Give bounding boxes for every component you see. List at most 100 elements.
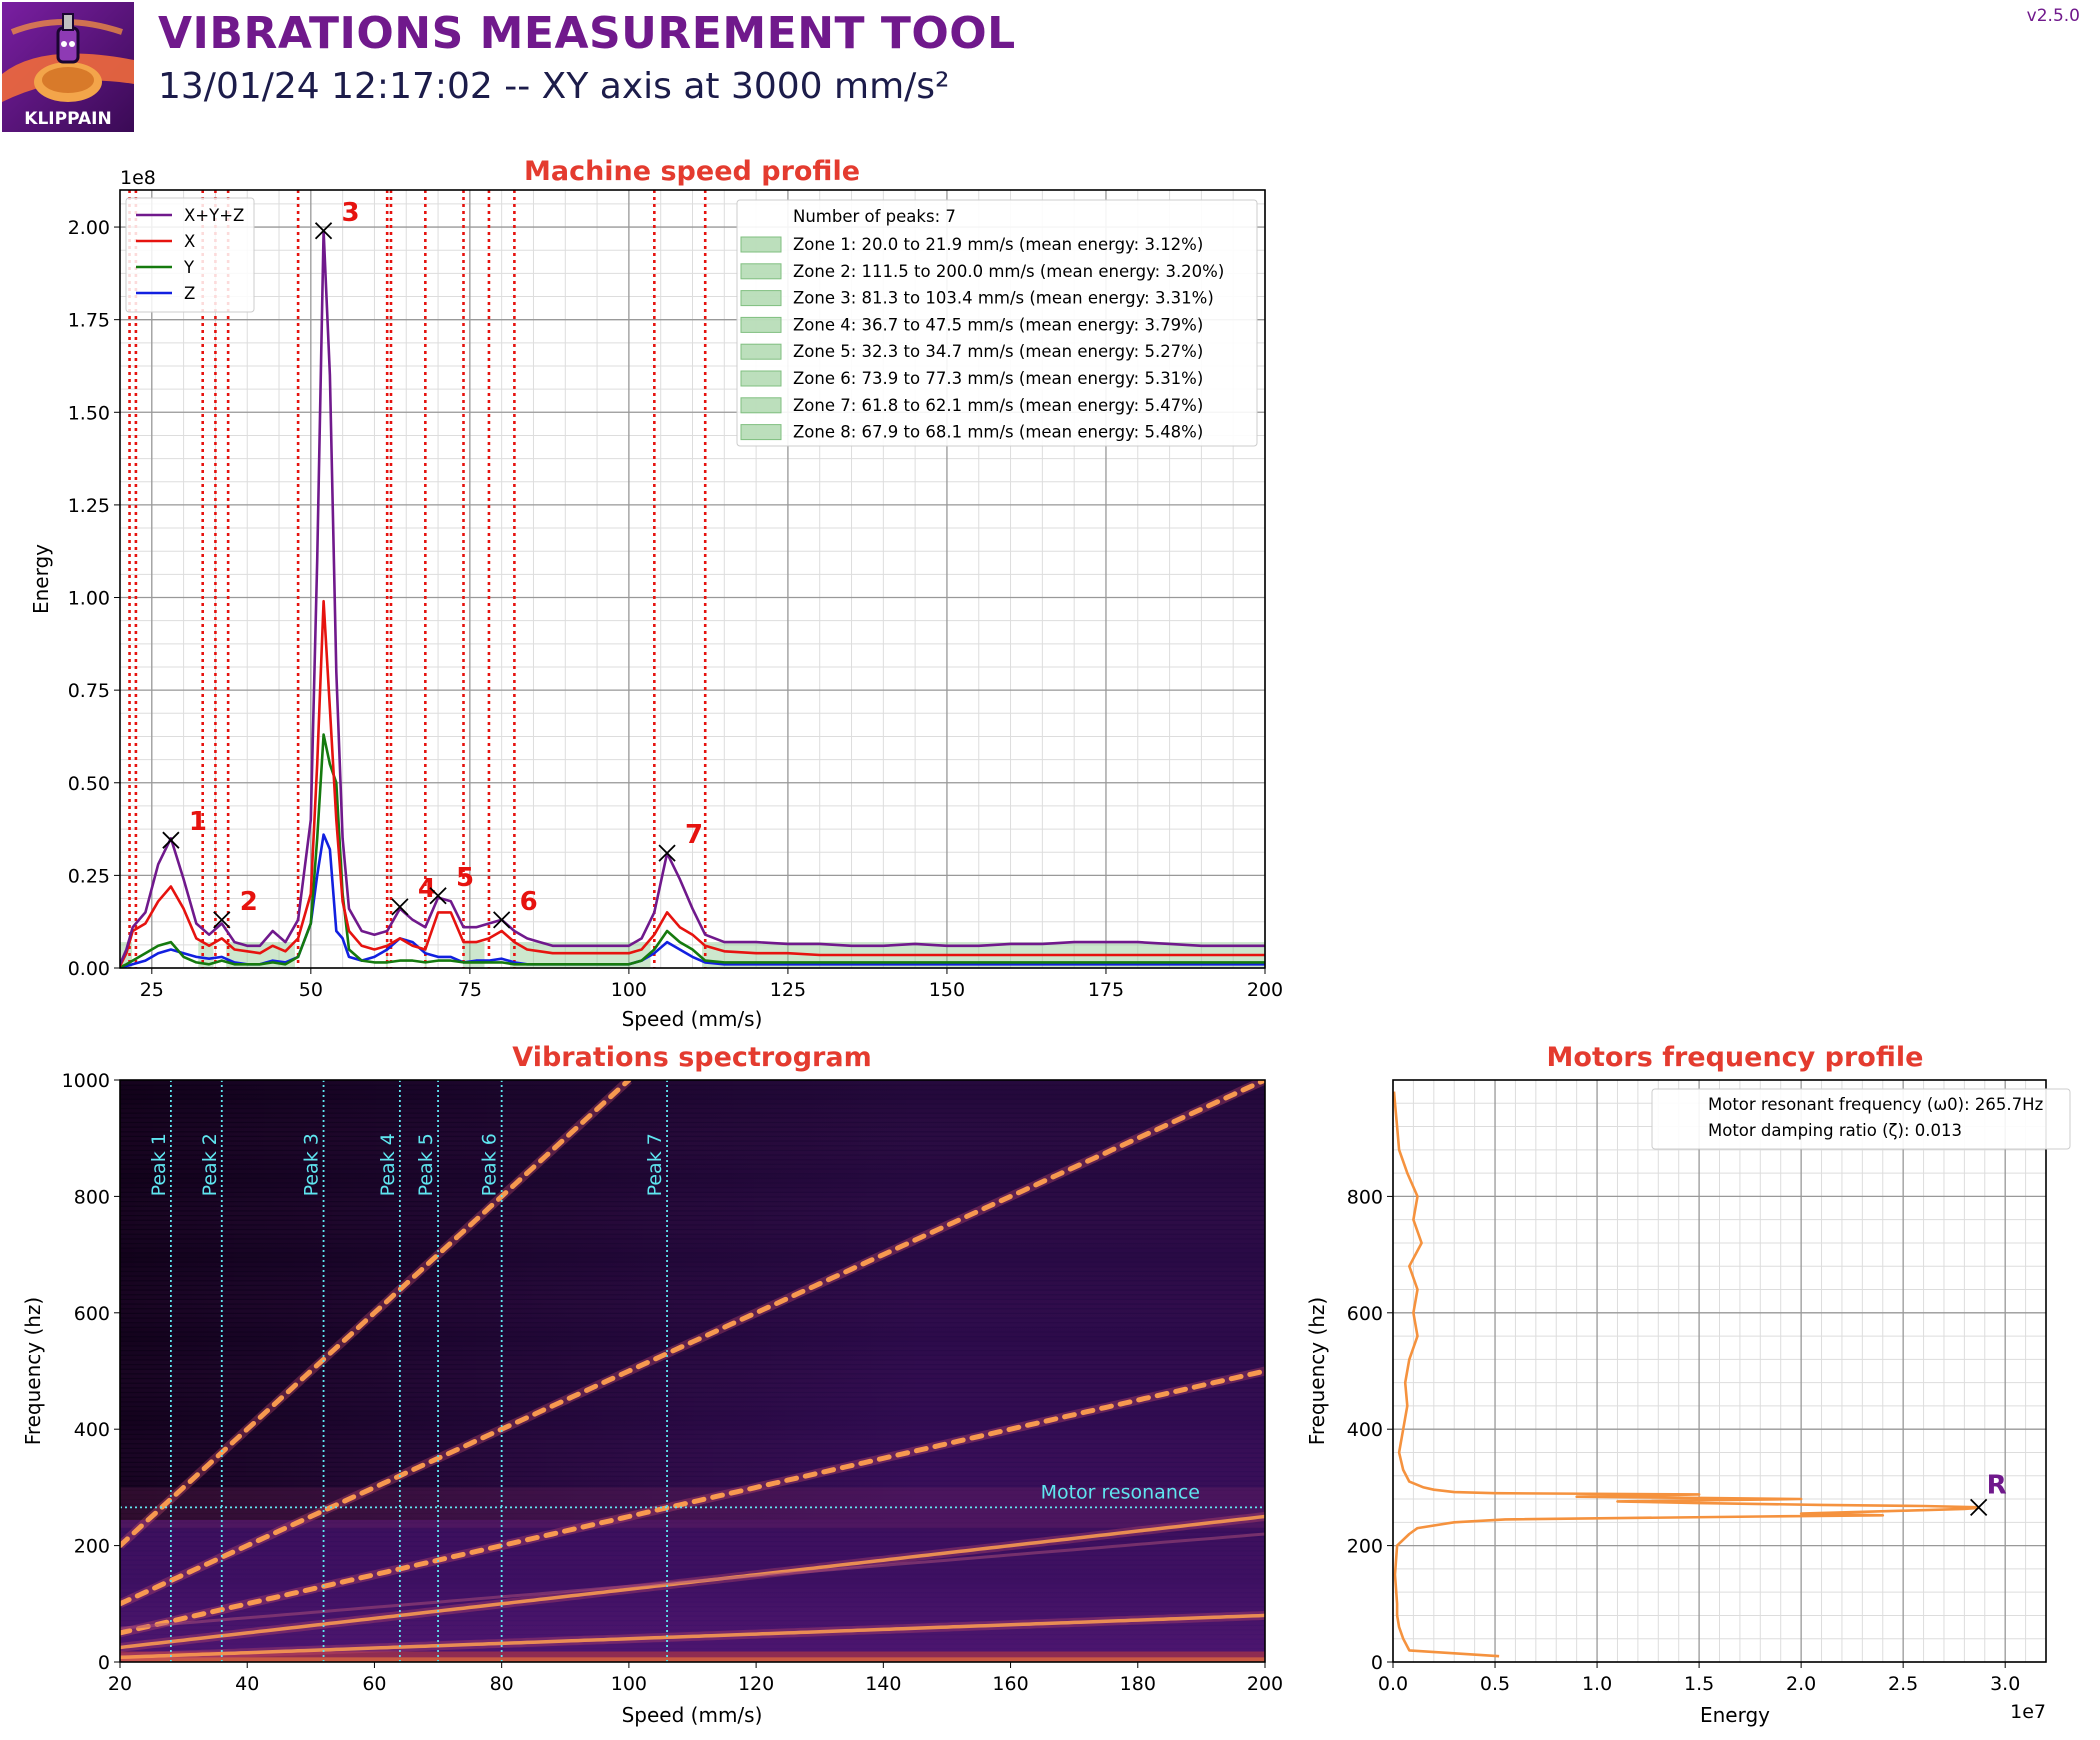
spectrogram-texture-row bbox=[120, 1490, 1265, 1495]
x-tick-label: 0.0 bbox=[1378, 1673, 1408, 1695]
spectrogram-texture-row bbox=[120, 1509, 1265, 1514]
spectrogram-texture-row bbox=[120, 1365, 1265, 1369]
x-tick-label: 160 bbox=[992, 1673, 1028, 1695]
spectrogram-texture-row bbox=[120, 1174, 1265, 1178]
zone-legend-entry: Zone 1: 20.0 to 21.9 mm/s (mean energy: … bbox=[793, 235, 1203, 254]
peak-marker bbox=[658, 844, 676, 862]
motor-profile-chart: Motors frequency profile R 0.0 0.5 1.0 1.5 2… bbox=[1305, 1042, 2071, 1727]
y-tick-label: 600 bbox=[1347, 1303, 1383, 1325]
spectrogram-x-ticks: 20 40 60 80 100 120 140 160 180 200 bbox=[108, 1662, 1283, 1695]
x-tick-label: 180 bbox=[1120, 1673, 1156, 1695]
spectrogram-peak-label: Peak 5 bbox=[415, 1133, 437, 1196]
motor-profile-x-label: Energy bbox=[1700, 1703, 1770, 1727]
spectrogram-texture-row bbox=[120, 1458, 1265, 1462]
spectrogram-texture-row bbox=[120, 1537, 1265, 1541]
speed-profile-x-label: Speed (mm/s) bbox=[622, 1007, 763, 1031]
spectrogram-texture-row bbox=[120, 1402, 1265, 1406]
x-tick-label: 1.5 bbox=[1684, 1673, 1714, 1695]
y-tick-label: 0 bbox=[1371, 1652, 1383, 1674]
spectrogram-texture-row bbox=[120, 1183, 1265, 1188]
spectrogram-texture-row bbox=[120, 1476, 1265, 1481]
x-tick-label: 1.0 bbox=[1582, 1673, 1612, 1695]
peak-label: 3 bbox=[342, 198, 360, 228]
x-tick-label: 80 bbox=[490, 1673, 514, 1695]
spectrogram-peak-label: Peak 2 bbox=[199, 1133, 221, 1196]
motor-profile-y-label: Frequency (hz) bbox=[1305, 1297, 1329, 1445]
motor-resonance-label: Motor resonance bbox=[1041, 1481, 1200, 1503]
spectrogram-floor-band bbox=[120, 1657, 1265, 1662]
spectrogram-texture-row bbox=[120, 1141, 1265, 1146]
x-tick-label: 200 bbox=[1247, 1673, 1283, 1695]
x-tick-label: 2.0 bbox=[1786, 1673, 1816, 1695]
spectrogram-texture-row bbox=[120, 1472, 1265, 1476]
spectrogram-texture-row bbox=[120, 1425, 1265, 1430]
spectrogram-texture-row bbox=[120, 1453, 1265, 1458]
spectrogram-peak-label: Peak 3 bbox=[301, 1133, 323, 1196]
zone-legend-entry: Zone 7: 61.8 to 62.1 mm/s (mean energy: … bbox=[793, 396, 1203, 415]
spectrogram-texture-row bbox=[120, 1546, 1265, 1551]
motor-profile-x-multiplier: 1e7 bbox=[2010, 1701, 2046, 1723]
logo-text: KLIPPAIN bbox=[24, 109, 111, 129]
x-tick-label: 100 bbox=[611, 1673, 647, 1695]
spectrogram-texture-row bbox=[120, 1160, 1265, 1164]
spectrogram-texture-row bbox=[120, 1560, 1265, 1565]
spectrogram-texture-row bbox=[120, 1514, 1265, 1518]
spectrogram-texture-row bbox=[120, 1374, 1265, 1378]
spectrogram-peak-label: Peak 1 bbox=[148, 1133, 170, 1196]
harmonic-band bbox=[120, 1368, 1265, 1636]
x-tick-label: 3.0 bbox=[1990, 1673, 2020, 1695]
series-line-x bbox=[120, 599, 1265, 967]
spectrogram-bands bbox=[120, 1080, 1265, 1662]
spectrogram-texture-row bbox=[120, 1109, 1265, 1113]
spectrogram-texture-row bbox=[120, 1439, 1265, 1444]
spectrogram-texture-row bbox=[120, 1127, 1265, 1132]
spectrogram-texture-row bbox=[120, 1230, 1265, 1234]
y-tick-label: 600 bbox=[74, 1303, 110, 1325]
spectrogram-texture-row bbox=[120, 1649, 1265, 1653]
spectrogram-texture-row bbox=[120, 1388, 1265, 1392]
y-tick-label: 400 bbox=[1347, 1419, 1383, 1441]
spectrogram-texture-row bbox=[120, 1481, 1265, 1486]
version-label: v2.5.0 bbox=[2026, 6, 2080, 26]
y-tick-label: 400 bbox=[74, 1419, 110, 1441]
spectrogram-texture-row bbox=[120, 1556, 1265, 1560]
spectrogram-texture-row bbox=[120, 1523, 1265, 1527]
spectrogram-texture-row bbox=[120, 1206, 1265, 1211]
motor-profile-title: Motors frequency profile bbox=[1547, 1042, 1924, 1073]
motor-profile-series bbox=[1393, 1091, 1980, 1658]
spectrogram-texture-row bbox=[120, 1099, 1265, 1104]
legend-label-y: Y bbox=[183, 258, 195, 277]
peak-marker bbox=[213, 911, 231, 929]
spectrogram-texture-row bbox=[120, 1239, 1265, 1243]
klippain-logo: KLIPPAIN bbox=[2, 2, 134, 132]
y-tick-label: 800 bbox=[1347, 1186, 1383, 1208]
spectrogram-texture-row bbox=[120, 1630, 1265, 1635]
y-tick-label: 2.00 bbox=[68, 217, 110, 239]
peak-label: 1 bbox=[189, 807, 207, 837]
spectrogram-texture-row bbox=[120, 1486, 1265, 1490]
y-tick-label: 1000 bbox=[62, 1070, 110, 1092]
spectrogram-texture-row bbox=[120, 1625, 1265, 1630]
zone-legend-swatch bbox=[740, 397, 782, 414]
peak-label: 6 bbox=[520, 887, 538, 917]
spectrogram-peak-label: Peak 4 bbox=[377, 1133, 399, 1196]
motor-profile-y-ticks: 0 200 400 600 800 bbox=[1347, 1186, 1393, 1674]
spectrogram-peak-lines: Motor resonance Peak 1 Peak 2 Peak 3 Peak 4 P… bbox=[120, 1080, 1265, 1662]
spectrogram-texture-row bbox=[120, 1085, 1265, 1090]
y-tick-label: 0.75 bbox=[68, 680, 110, 702]
spectrogram-texture-row bbox=[120, 1123, 1265, 1127]
spectrogram-texture-row bbox=[120, 1258, 1265, 1262]
y-tick-label: 0.50 bbox=[68, 773, 110, 795]
motor-profile-frame bbox=[1392, 1079, 2047, 1663]
spectrogram-texture-row bbox=[120, 1435, 1265, 1439]
spectrogram-texture-row bbox=[120, 1621, 1265, 1625]
spectrogram-texture-row bbox=[120, 1360, 1265, 1365]
spectrogram-texture-row bbox=[120, 1225, 1265, 1229]
spectrogram-texture-row bbox=[120, 1551, 1265, 1555]
zone-legend-swatch bbox=[740, 424, 782, 441]
peak-marker bbox=[314, 222, 333, 240]
spectrogram-texture-row bbox=[120, 1528, 1265, 1532]
spectrogram-texture-row bbox=[120, 1542, 1265, 1546]
x-tick-label: 20 bbox=[108, 1673, 132, 1695]
spectrogram-texture-row bbox=[120, 1584, 1265, 1588]
